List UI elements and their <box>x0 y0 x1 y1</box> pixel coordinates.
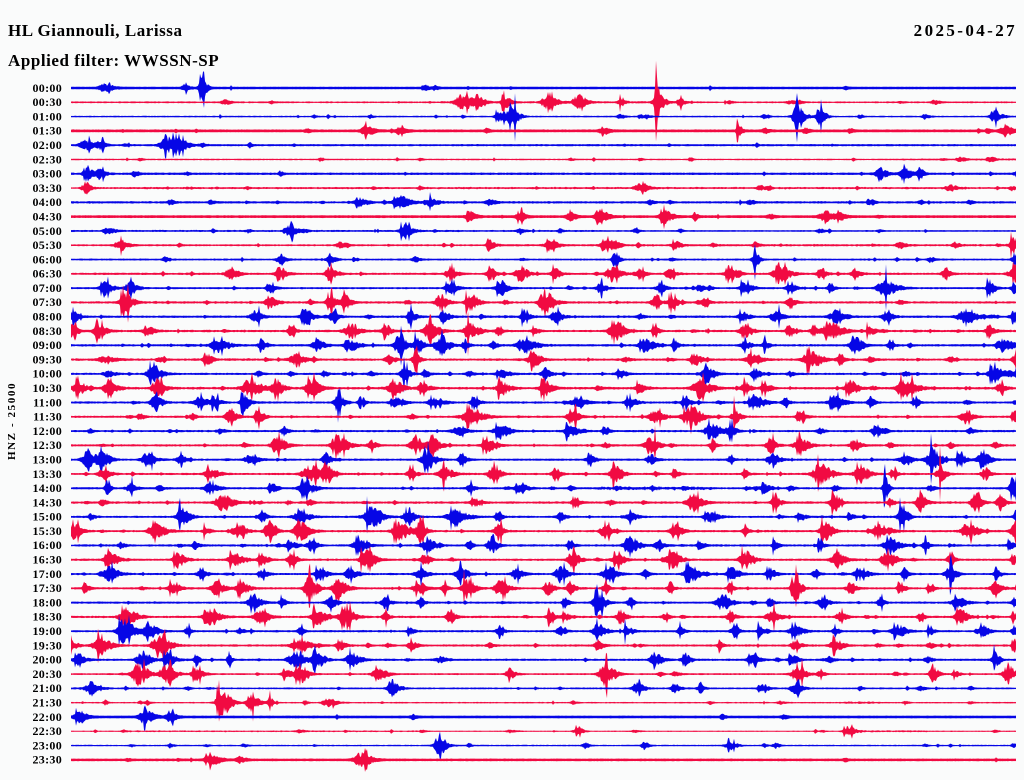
svg-text:05:00: 05:00 <box>33 224 63 238</box>
svg-text:02:30: 02:30 <box>33 152 63 166</box>
svg-text:20:00: 20:00 <box>33 653 63 667</box>
svg-text:04:30: 04:30 <box>33 210 63 224</box>
svg-text:10:00: 10:00 <box>33 367 63 381</box>
svg-text:13:00: 13:00 <box>33 453 63 467</box>
svg-text:10:30: 10:30 <box>33 381 63 395</box>
svg-text:22:00: 22:00 <box>33 710 63 724</box>
svg-text:13:30: 13:30 <box>33 467 63 481</box>
svg-text:08:30: 08:30 <box>33 324 63 338</box>
svg-text:00:30: 00:30 <box>33 95 63 109</box>
svg-text:07:00: 07:00 <box>33 281 63 295</box>
svg-text:00:00: 00:00 <box>33 81 63 95</box>
svg-text:19:30: 19:30 <box>33 638 63 652</box>
svg-text:11:00: 11:00 <box>33 395 62 409</box>
svg-text:06:30: 06:30 <box>33 267 63 281</box>
svg-text:08:00: 08:00 <box>33 310 63 324</box>
svg-text:03:30: 03:30 <box>33 181 63 195</box>
svg-text:14:30: 14:30 <box>33 495 63 509</box>
svg-text:18:00: 18:00 <box>33 595 63 609</box>
svg-text:23:00: 23:00 <box>33 738 63 752</box>
svg-text:21:00: 21:00 <box>33 681 63 695</box>
svg-text:14:00: 14:00 <box>33 481 63 495</box>
svg-text:02:00: 02:00 <box>33 138 63 152</box>
svg-text:23:30: 23:30 <box>33 753 63 767</box>
svg-text:16:00: 16:00 <box>33 538 63 552</box>
svg-text:17:30: 17:30 <box>33 581 63 595</box>
svg-text:HL Giannouli, Larissa: HL Giannouli, Larissa <box>8 21 183 40</box>
svg-text:22:30: 22:30 <box>33 724 63 738</box>
svg-text:11:30: 11:30 <box>33 410 62 424</box>
svg-text:19:00: 19:00 <box>33 624 63 638</box>
svg-text:03:00: 03:00 <box>33 167 63 181</box>
svg-text:18:30: 18:30 <box>33 610 63 624</box>
svg-text:16:30: 16:30 <box>33 553 63 567</box>
svg-text:21:30: 21:30 <box>33 696 63 710</box>
svg-text:09:00: 09:00 <box>33 338 63 352</box>
svg-text:12:30: 12:30 <box>33 438 63 452</box>
svg-text:HNZ - 25000: HNZ - 25000 <box>6 382 18 460</box>
svg-text:12:00: 12:00 <box>33 424 63 438</box>
svg-text:2025-04-27: 2025-04-27 <box>914 21 1017 40</box>
svg-text:07:30: 07:30 <box>33 295 63 309</box>
svg-text:04:00: 04:00 <box>33 195 63 209</box>
svg-text:15:00: 15:00 <box>33 510 63 524</box>
svg-text:01:30: 01:30 <box>33 124 63 138</box>
svg-text:Applied filter: WWSSN-SP: Applied filter: WWSSN-SP <box>8 51 219 70</box>
svg-text:20:30: 20:30 <box>33 667 63 681</box>
svg-text:01:00: 01:00 <box>33 109 63 123</box>
svg-text:06:00: 06:00 <box>33 252 63 266</box>
svg-text:17:00: 17:00 <box>33 567 63 581</box>
svg-text:05:30: 05:30 <box>33 238 63 252</box>
svg-text:09:30: 09:30 <box>33 352 63 366</box>
svg-text:15:30: 15:30 <box>33 524 63 538</box>
